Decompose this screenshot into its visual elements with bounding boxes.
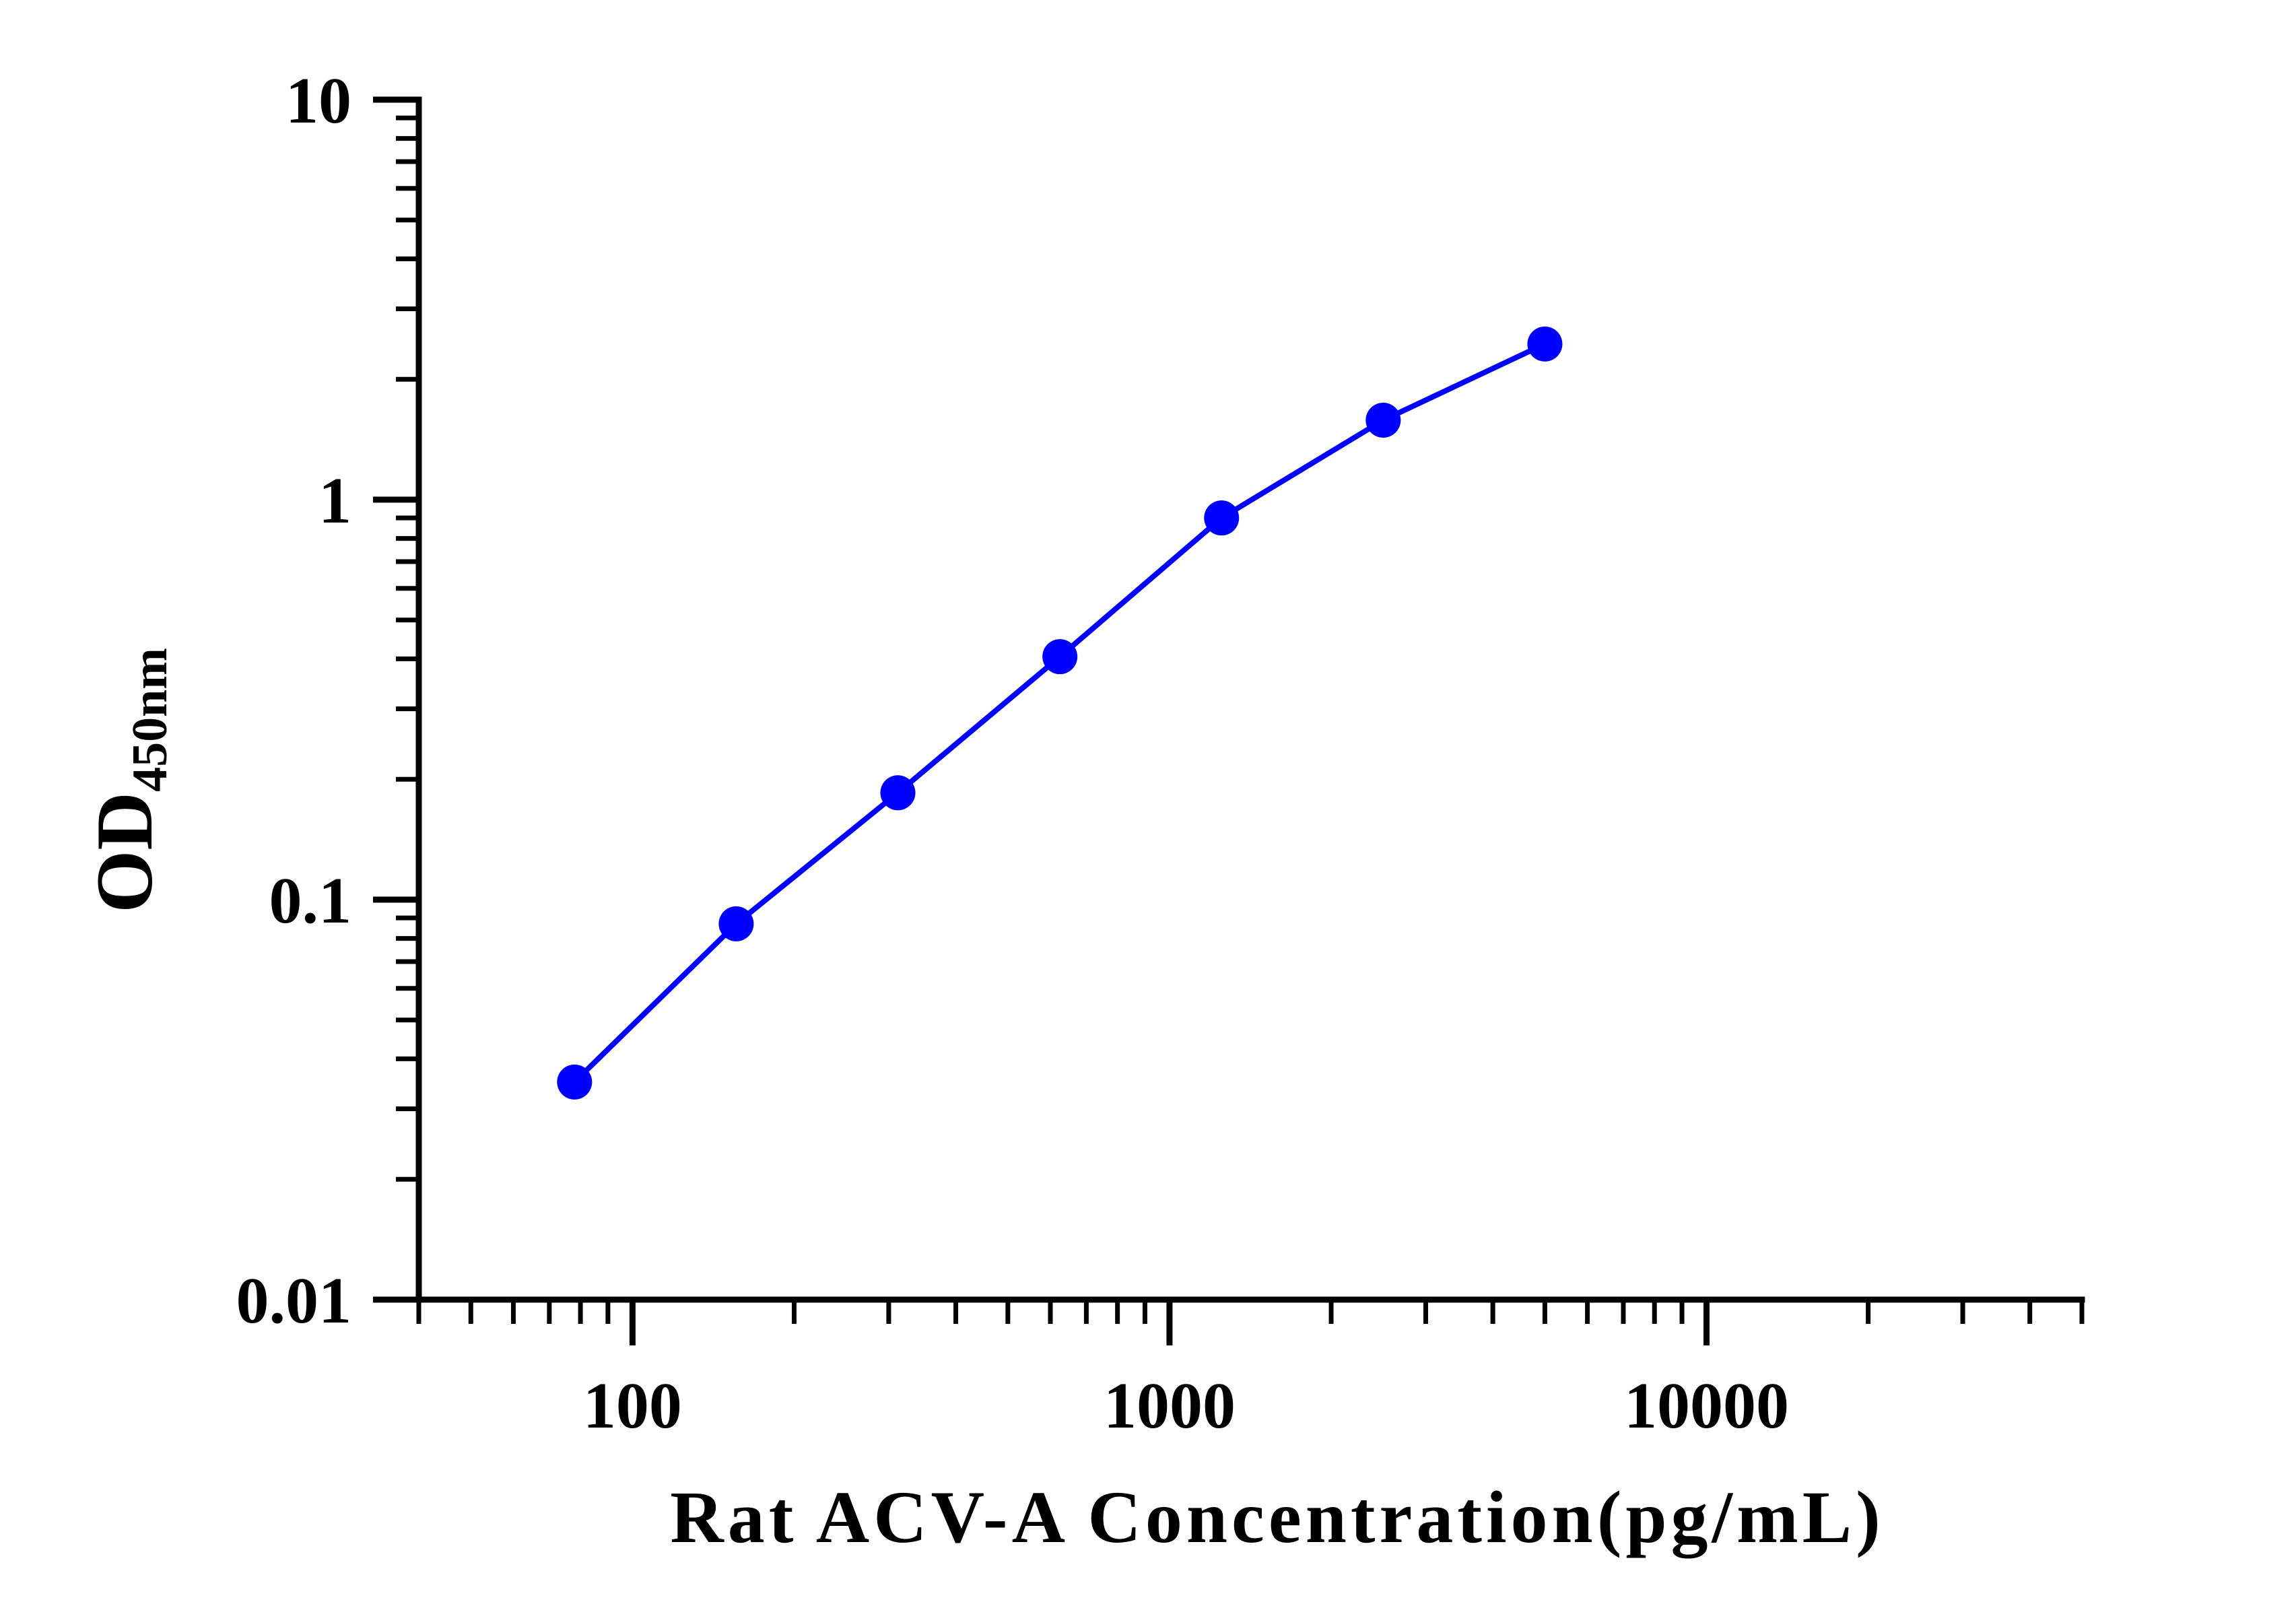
x-axis-minor-ticks bbox=[416, 1300, 2085, 1324]
data-point bbox=[1365, 402, 1401, 438]
data-point bbox=[880, 775, 916, 811]
y-tick-label: 0.1 bbox=[269, 865, 352, 937]
data-point bbox=[718, 906, 754, 941]
x-axis-tick-labels: 100 1000 10000 bbox=[583, 1370, 1789, 1442]
y-axis-minor-ticks bbox=[396, 115, 419, 1182]
y-axis-major-ticks bbox=[373, 96, 419, 1303]
y-tick-label: 0.01 bbox=[236, 1265, 352, 1337]
x-tick-label: 10000 bbox=[1624, 1370, 1789, 1442]
y-tick-label: 10 bbox=[285, 65, 351, 137]
x-axis-major-ticks bbox=[629, 1300, 1710, 1345]
data-point bbox=[1042, 639, 1078, 675]
y-axis-title-subscript: 450nm bbox=[123, 648, 178, 792]
y-tick-label: 1 bbox=[318, 465, 351, 537]
x-tick-label: 100 bbox=[583, 1370, 682, 1442]
x-tick-label: 1000 bbox=[1104, 1370, 1236, 1442]
data-point bbox=[1204, 500, 1240, 536]
series-layer bbox=[557, 326, 1563, 1100]
data-point bbox=[1527, 326, 1563, 362]
x-axis-title: Rat ACV-A Concentration(pg/mL) bbox=[670, 1476, 1884, 1558]
y-axis-tick-labels: 0.01 0.1 1 10 bbox=[236, 65, 352, 1337]
series-line bbox=[572, 341, 1547, 1084]
data-point bbox=[557, 1064, 593, 1100]
y-axis-title: OD450nm bbox=[79, 648, 178, 913]
y-axis-title-main: OD bbox=[79, 792, 169, 913]
